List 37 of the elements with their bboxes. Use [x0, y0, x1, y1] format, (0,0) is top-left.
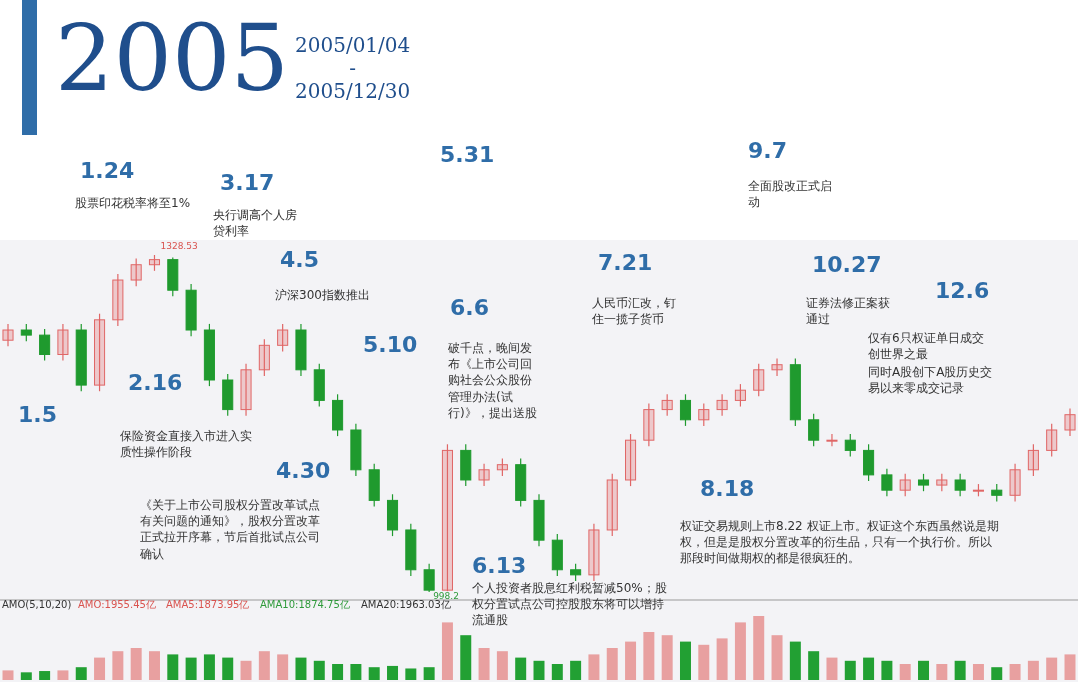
text: 3.17 — [220, 169, 275, 197]
text: AMA20:1963.03亿 — [361, 599, 451, 612]
annotation: 证券法修正案获通过 — [806, 295, 891, 328]
annotation: 4.30 — [276, 457, 331, 485]
text: 5.31 — [440, 141, 495, 169]
annotation: 权证交易规则上市8.22 权证上市。权证这个东西虽然说是期权，但是是股权分置改革的衍生品，只有一个执行价。所以那段时间做期权的都是很疯狂的。 — [680, 518, 1000, 567]
annotation: 4.5 — [280, 246, 319, 274]
annotation: 6.6 — [450, 294, 489, 322]
annotation: 个人投资者股息红利税暂减50%；股权分置试点公司控股股东将可以增持流通股 — [472, 580, 667, 629]
annotation: 998.2 — [433, 590, 459, 601]
text: AMA10:1874.75亿 — [260, 598, 350, 612]
text: AMO(5,10,20) — [2, 598, 72, 612]
annotation: 1.5 — [18, 401, 57, 429]
text: AMA5:1873.95亿 — [166, 598, 250, 612]
annotation: 《关于上市公司股权分置改革试点有关问题的通知》，股权分置改革正式拉开序幕，节后首批试点公司确认 — [140, 497, 321, 562]
annotation: 仅有6只权证单日成交创世界之最 — [868, 330, 985, 363]
annotation: 同时A股创下A股历史交易以来零成交记录 — [868, 364, 993, 397]
annotation: 10.27 — [812, 251, 882, 279]
annotation: 5.10 — [363, 331, 418, 359]
chart-title: 2005 — [55, 5, 290, 112]
text: 股票印花税率将至1% — [75, 196, 191, 210]
text: 央行调高个人房贷利率 — [213, 207, 298, 240]
annotation: 人民币汇改，钉住一揽子货币 — [592, 295, 677, 328]
text: 1.24 — [80, 157, 135, 185]
annotation: 12.6 — [935, 277, 990, 305]
annotation: 6.13 — [472, 552, 527, 580]
chart-subtitle: 2005/01/04 - 2005/12/30 — [295, 33, 411, 103]
annotation: 沪深300指数推出 — [275, 287, 371, 304]
annotation: 2.16 — [128, 369, 183, 397]
annotation: 1328.53 — [160, 240, 198, 253]
annotation: 破千点，晚间发布《上市公司回购社会公众股份管理办法(试行)》，提出送股 — [448, 340, 538, 421]
annotation: 7.21 — [598, 249, 653, 277]
annotation: 8.18 — [700, 475, 755, 503]
text: 全面股改正式启动 — [748, 178, 833, 211]
annotation: 保险资金直接入市进入实质性操作阶段 — [120, 428, 252, 461]
text: 9.7 — [748, 137, 787, 165]
text: AMO:1955.45亿 — [78, 598, 156, 612]
